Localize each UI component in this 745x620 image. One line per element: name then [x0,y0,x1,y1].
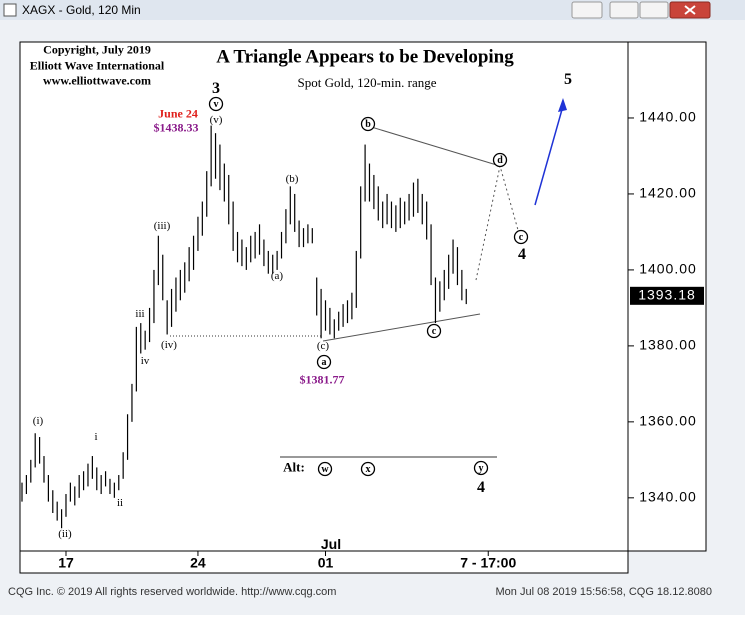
status-right: Mon Jul 08 2019 15:56:58, CQG 18.12.8080 [496,586,713,598]
status-left: CQG Inc. © 2019 All rights reserved worl… [8,586,336,598]
time-axis [19,550,629,574]
wave-label: x [366,464,371,475]
wave-label: $1438.33 [154,120,199,134]
wave-label: (a) [271,270,284,282]
last-price-label: 1393.18 [638,287,696,303]
x-tick-label: 7 - 17:00 [460,555,516,571]
projection-arrow [534,105,564,206]
chart-subtitle: Spot Gold, 120-min. range [297,75,436,90]
arrow-head [558,98,567,112]
wave-label: d [497,155,503,166]
wave-label: a [322,357,327,368]
triangle-upper-line [367,125,501,167]
wave-circle [473,460,489,476]
y-tick-label: 1380.00 [639,337,697,353]
wave-label: iii [135,308,144,320]
wave-label: $1381.77 [300,372,345,386]
wave-label: 4 [477,479,485,496]
wave-label: (i) [33,415,44,427]
status-bar [0,582,745,602]
wave-label: Elliott Wave International [30,58,165,72]
link-button[interactable] [571,1,603,19]
minimize-button[interactable] [609,1,639,19]
wave-label: y [479,463,484,474]
wave-label: 3 [212,80,220,97]
title-bar [0,0,745,20]
wave-circle [513,229,529,245]
triangle-lower-line [322,313,481,342]
wave-label: (ii) [58,528,72,540]
wave-circle [208,96,224,112]
wave-label: Jul [321,536,341,552]
wave-label: 5 [564,71,572,88]
wave-label: June 24 [158,106,198,120]
wave-circle [360,461,376,477]
wave-label: (iv) [161,339,177,351]
wave-label: (v) [210,114,223,126]
y-tick-label: 1440.00 [639,109,697,125]
wave-circle [492,152,508,168]
wave-circle [360,116,376,132]
wave-label: c [432,326,437,337]
wave-label: v [214,99,219,110]
wave-label: (b) [286,173,299,185]
x-tick-label: 17 [58,555,74,571]
x-tick-label: 24 [190,555,206,571]
chart-title: A Triangle Appears to be Developing [216,46,514,67]
wave-label: w [321,464,329,475]
wave-label: 4 [518,246,526,263]
wave-label: c [519,232,524,243]
x-tick-label: 01 [318,555,334,571]
wave-circle [317,461,333,477]
wave-label: www.elliottwave.com [43,73,151,87]
wave-label: (iii) [154,220,171,232]
wave-label: b [365,119,371,130]
wave-label: Alt: [283,459,305,474]
last-price-box [630,286,704,305]
close-icon [684,5,696,15]
wave-label: ii [117,497,123,509]
y-tick-label: 1400.00 [639,261,697,277]
wave-label: iv [141,355,150,367]
window-title: XAGX - Gold, 120 Min [22,3,141,17]
wave-circle [426,323,442,339]
y-tick-label: 1420.00 [639,185,697,201]
y-tick-label: 1340.00 [639,489,697,505]
y-tick-label: 1360.00 [639,413,697,429]
wave-circle [316,354,332,370]
wave-label: Copyright, July 2019 [43,42,151,56]
app-icon [3,3,17,17]
wave-label: i [94,431,97,443]
wave-label: (c) [317,340,330,352]
maximize-button[interactable] [639,1,669,19]
